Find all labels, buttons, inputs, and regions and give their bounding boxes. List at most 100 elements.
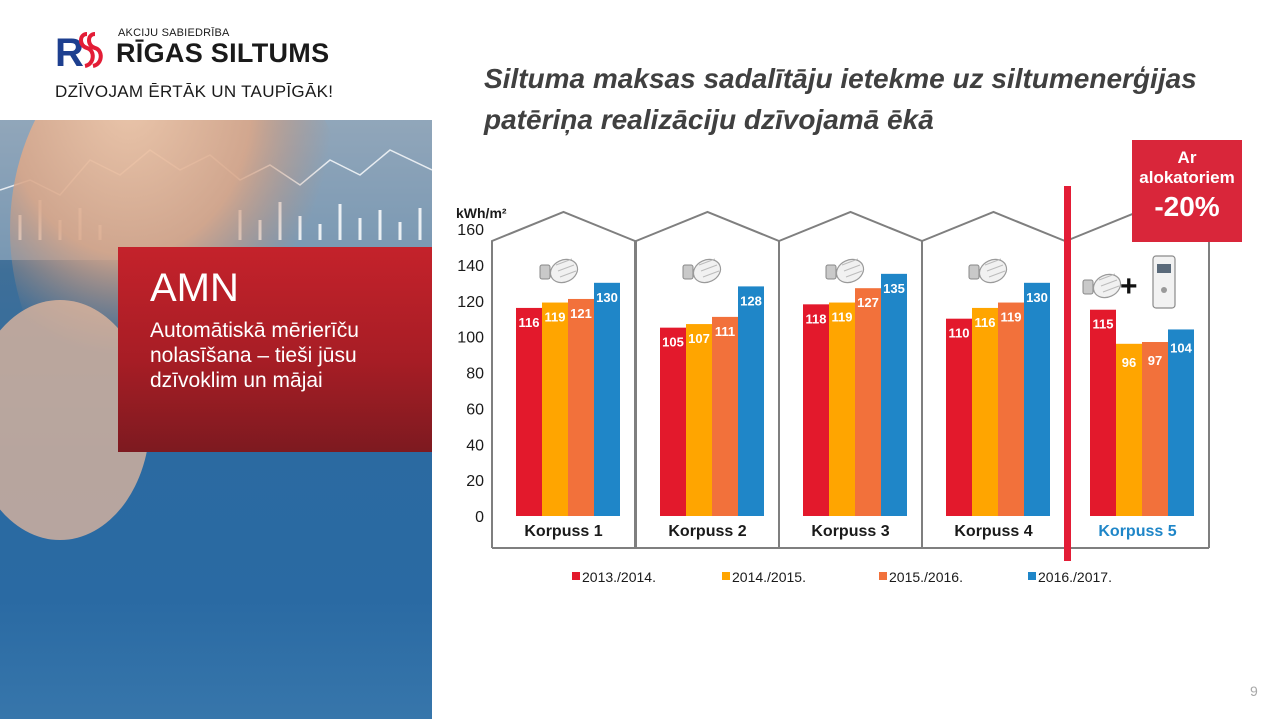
bar bbox=[803, 304, 829, 516]
callout-percent: -20% bbox=[1154, 191, 1220, 222]
data-label: 110 bbox=[949, 326, 970, 341]
legend-label: 2013./2014. bbox=[582, 569, 656, 585]
data-label: 119 bbox=[1001, 310, 1022, 325]
bar bbox=[998, 302, 1024, 516]
data-label: 97 bbox=[1148, 353, 1162, 368]
y-tick-label: 40 bbox=[466, 437, 484, 454]
thermostat-rib bbox=[555, 258, 573, 266]
callout-line2: alokatoriem bbox=[1139, 168, 1235, 187]
heat-meter-display bbox=[1157, 264, 1171, 273]
thermostat-rib bbox=[841, 258, 859, 266]
promo-banner bbox=[118, 247, 432, 452]
thermostat-knob bbox=[835, 258, 865, 284]
logo-monogram-r: R bbox=[55, 31, 84, 74]
y-axis-label: kWh/m² bbox=[456, 205, 507, 221]
category-label: Korpuss 4 bbox=[954, 523, 1032, 540]
bar bbox=[881, 273, 907, 516]
bar bbox=[1024, 282, 1050, 516]
logo-company-small: AKCIJU SABIEDRĪBA bbox=[118, 27, 230, 39]
thermostat-rib bbox=[984, 258, 1002, 266]
legend-swatch bbox=[1028, 572, 1036, 580]
thermostat-rib bbox=[1098, 273, 1116, 281]
thermostat-valve bbox=[1082, 279, 1094, 295]
bar bbox=[1168, 329, 1194, 516]
bar bbox=[686, 324, 712, 516]
page-title: Siltuma maksas sadalītāju ietekme uz sil… bbox=[484, 63, 1197, 135]
thermostat-rib bbox=[557, 264, 575, 272]
legend-label: 2016./2017. bbox=[1038, 569, 1112, 585]
chart-bars: 116 119 121 130 Korpuss 1 105 107 111 128 Korpuss… bbox=[516, 273, 1194, 540]
bar bbox=[712, 316, 738, 516]
thermostat-rib bbox=[700, 264, 718, 272]
savings-callout: Ar alokatoriem -20% bbox=[1132, 140, 1242, 242]
callout-line1: Ar bbox=[1177, 148, 1197, 167]
bar bbox=[542, 302, 568, 516]
data-label: 104 bbox=[1170, 340, 1192, 355]
thermostat-rib bbox=[845, 270, 863, 278]
thermostat-knob bbox=[1092, 273, 1122, 299]
data-label: 130 bbox=[596, 290, 618, 305]
thermostat-rib bbox=[843, 264, 861, 272]
data-label: 121 bbox=[570, 306, 592, 321]
category-label: Korpuss 3 bbox=[811, 523, 889, 540]
thermostat-rib bbox=[1102, 285, 1120, 293]
data-label: 128 bbox=[740, 293, 762, 308]
y-tick-label: 100 bbox=[457, 330, 484, 347]
thermostat-rib bbox=[986, 264, 1004, 272]
data-label: 118 bbox=[806, 311, 827, 326]
y-tick-label: 120 bbox=[457, 294, 484, 311]
heat-meter-button bbox=[1161, 287, 1167, 293]
thermostat-valve bbox=[539, 264, 551, 280]
heat-meter-icon bbox=[1152, 255, 1176, 309]
data-label: 111 bbox=[715, 324, 735, 339]
data-label: 119 bbox=[545, 310, 566, 325]
company-logo-icon: R bbox=[55, 31, 103, 74]
y-tick-label: 20 bbox=[466, 473, 484, 490]
thermostat-icon bbox=[539, 258, 579, 284]
heat-meter-body bbox=[1152, 255, 1176, 309]
chart-legend: 2013./2014. 2014./2015. 2015./2016. 2016./2… bbox=[572, 569, 1112, 585]
legend-label: 2015./2016. bbox=[889, 569, 963, 585]
category-label: Korpuss 1 bbox=[524, 523, 602, 540]
thermostat-valve bbox=[682, 264, 694, 280]
y-tick-label: 80 bbox=[466, 366, 484, 383]
y-tick-label: 60 bbox=[466, 401, 484, 418]
y-tick-label: 140 bbox=[457, 258, 484, 275]
y-tick-label: 0 bbox=[475, 509, 484, 526]
chart-icons: + bbox=[539, 255, 1176, 309]
bar bbox=[660, 327, 686, 516]
plus-icon: + bbox=[1120, 270, 1138, 303]
thermostat-icon bbox=[825, 258, 865, 284]
bar bbox=[1090, 309, 1116, 516]
promo-subtitle: Automātiskā mērierīču nolasīšana – tieši… bbox=[150, 319, 359, 392]
bar bbox=[738, 286, 764, 516]
bar bbox=[829, 302, 855, 516]
legend-swatch bbox=[879, 572, 887, 580]
legend-label: 2014./2015. bbox=[732, 569, 806, 585]
y-tick-label: 160 bbox=[457, 222, 484, 239]
bar bbox=[594, 282, 620, 516]
bar bbox=[855, 288, 881, 516]
thermostat-valve bbox=[968, 264, 980, 280]
thermostat-rib bbox=[988, 270, 1006, 278]
thermostat-rib bbox=[702, 270, 720, 278]
data-label: 116 bbox=[975, 315, 996, 330]
category-label: Korpuss 5 bbox=[1098, 523, 1176, 540]
group-divider bbox=[1064, 186, 1071, 561]
data-label: 115 bbox=[1093, 317, 1114, 332]
thermostat-knob bbox=[549, 258, 579, 284]
bar bbox=[516, 307, 542, 516]
legend-swatch bbox=[572, 572, 580, 580]
bar bbox=[1116, 343, 1142, 516]
data-label: 119 bbox=[832, 310, 853, 325]
category-label: Korpuss 2 bbox=[668, 523, 746, 540]
data-label: 107 bbox=[688, 331, 710, 346]
bar bbox=[568, 298, 594, 516]
data-label: 127 bbox=[857, 295, 879, 310]
promo-title: AMN bbox=[150, 266, 239, 310]
thermostat-rib bbox=[559, 270, 577, 278]
data-label: 130 bbox=[1026, 290, 1048, 305]
data-label: 105 bbox=[662, 335, 684, 350]
thermostat-icon bbox=[682, 258, 722, 284]
data-label: 116 bbox=[519, 315, 540, 330]
